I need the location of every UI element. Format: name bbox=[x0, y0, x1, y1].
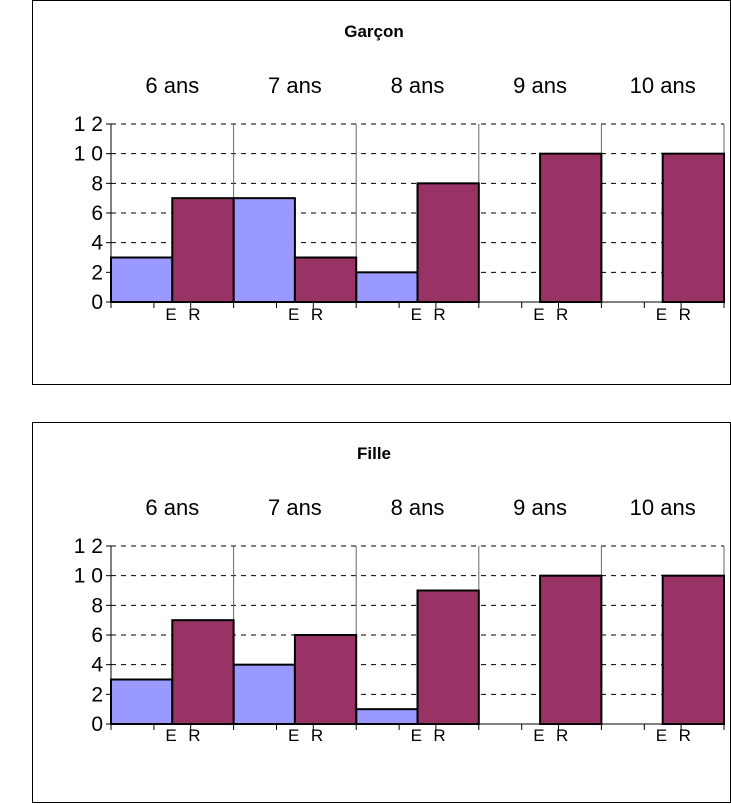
garcon-sub-label-E: E bbox=[533, 305, 544, 324]
garcon-bar-R-3 bbox=[540, 154, 601, 302]
garcon-sub-label-R: R bbox=[679, 305, 691, 324]
garcon-category-label: 7 ans bbox=[268, 73, 322, 98]
fille-category-label: 7 ans bbox=[268, 495, 322, 520]
fille-bar-E-1 bbox=[234, 665, 295, 724]
garcon-bar-E-1 bbox=[234, 198, 295, 302]
garcon-chart-title: Garçon bbox=[344, 22, 404, 41]
fille-category-label: 10 ans bbox=[630, 495, 696, 520]
garcon-bar-R-0 bbox=[172, 198, 233, 302]
fille-bar-E-0 bbox=[111, 680, 172, 725]
garcon-category-label: 9 ans bbox=[513, 73, 567, 98]
fille-sub-label-R: R bbox=[311, 726, 323, 745]
fille-sub-label-R: R bbox=[679, 726, 691, 745]
garcon-bar-R-4 bbox=[663, 154, 724, 302]
garcon-y-tick-label: 0 bbox=[91, 291, 103, 314]
fille-category-label: 9 ans bbox=[513, 495, 567, 520]
garcon-sub-label-R: R bbox=[188, 305, 200, 324]
fille-sub-label-E: E bbox=[533, 726, 544, 745]
fille-y-tick-label: 8 bbox=[91, 594, 103, 617]
fille-bar-R-3 bbox=[540, 576, 601, 724]
garcon-bar-R-2 bbox=[418, 183, 479, 302]
fille-sub-label-R: R bbox=[188, 726, 200, 745]
garcon-bar-E-2 bbox=[356, 272, 417, 302]
chart-garcon: Garçon 6 ans 7 ans 8 ans 9 ans 10 ans 0 2 4 6 8 1 0… bbox=[32, 0, 731, 385]
garcon-sub-label-E: E bbox=[656, 305, 667, 324]
fille-bar-R-2 bbox=[418, 591, 479, 725]
fille-bar-R-0 bbox=[172, 620, 233, 724]
garcon-sub-label-E: E bbox=[411, 305, 422, 324]
fille-sub-label-E: E bbox=[165, 726, 176, 745]
garcon-sub-label-R: R bbox=[556, 305, 568, 324]
fille-y-tick-label: 1 0 bbox=[74, 565, 103, 588]
garcon-sub-label-R: R bbox=[433, 305, 445, 324]
garcon-bar-E-0 bbox=[111, 258, 172, 303]
fille-bar-E-2 bbox=[356, 709, 417, 724]
fille-sub-label-E: E bbox=[656, 726, 667, 745]
garcon-y-tick-label: 8 bbox=[91, 172, 103, 195]
fille-sub-label-E: E bbox=[411, 726, 422, 745]
garcon-y-tick-label: 4 bbox=[91, 232, 103, 255]
garcon-y-tick-label: 2 bbox=[91, 261, 103, 284]
fille-category-label: 6 ans bbox=[145, 495, 199, 520]
garcon-category-label: 10 ans bbox=[630, 73, 696, 98]
fille-y-tick-label: 1 2 bbox=[74, 535, 103, 558]
fille-sub-label-E: E bbox=[288, 726, 299, 745]
garcon-y-tick-label: 1 0 bbox=[74, 143, 103, 166]
fille-y-tick-label: 0 bbox=[91, 713, 103, 736]
fille-y-tick-label: 6 bbox=[91, 624, 103, 647]
fille-sub-label-R: R bbox=[433, 726, 445, 745]
fille-sub-label-R: R bbox=[556, 726, 568, 745]
garcon-sub-label-E: E bbox=[288, 305, 299, 324]
fille-bar-R-4 bbox=[663, 576, 724, 724]
fille-y-tick-label: 2 bbox=[91, 683, 103, 706]
fille-chart-title: Fille bbox=[357, 444, 391, 463]
fille-y-tick-label: 4 bbox=[91, 654, 103, 677]
garcon-sub-label-R: R bbox=[311, 305, 323, 324]
garcon-bar-R-1 bbox=[295, 258, 356, 303]
garcon-y-tick-label: 6 bbox=[91, 202, 103, 225]
fille-category-label: 8 ans bbox=[391, 495, 445, 520]
garcon-category-label: 8 ans bbox=[391, 73, 445, 98]
fille-bar-R-1 bbox=[295, 635, 356, 724]
garcon-sub-label-E: E bbox=[165, 305, 176, 324]
garcon-category-label: 6 ans bbox=[145, 73, 199, 98]
garcon-y-tick-label: 1 2 bbox=[74, 113, 103, 136]
